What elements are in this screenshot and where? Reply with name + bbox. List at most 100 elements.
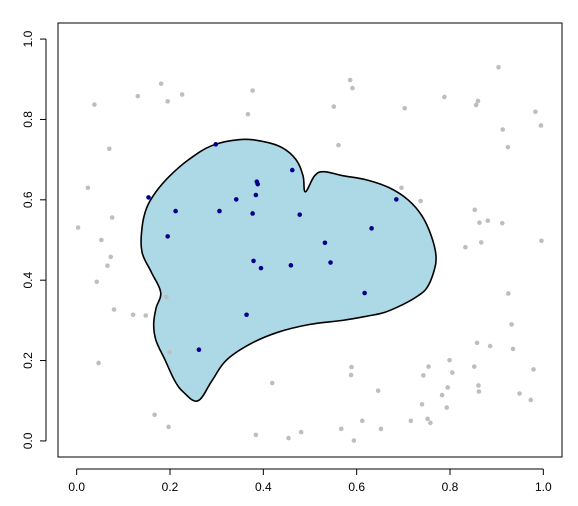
- outside-point: [445, 385, 450, 390]
- inside-point: [146, 195, 151, 200]
- outside-point: [528, 397, 534, 403]
- outside-point: [505, 144, 511, 150]
- outside-point: [92, 102, 97, 107]
- inside-points-series: [146, 142, 399, 353]
- outside-point: [143, 313, 149, 318]
- outside-point: [99, 237, 104, 243]
- y-tick-label: 0.8: [21, 111, 35, 128]
- outside-point: [347, 77, 353, 83]
- outside-point: [425, 416, 430, 422]
- inside-point: [244, 312, 249, 318]
- inside-point: [173, 208, 178, 214]
- outside-point: [439, 392, 445, 398]
- y-tick-label: 0.6: [21, 191, 35, 208]
- outside-point: [533, 109, 538, 115]
- x-tick-label: 0.6: [348, 480, 365, 494]
- plot-frame: [57, 22, 563, 458]
- inside-point: [233, 197, 239, 202]
- outside-point: [474, 340, 480, 346]
- outside-point: [506, 291, 511, 296]
- outside-point: [421, 373, 426, 378]
- heart-shape: [140, 138, 437, 402]
- outside-point: [109, 215, 115, 220]
- inside-point: [394, 197, 399, 202]
- inside-point: [322, 240, 328, 246]
- outside-point: [163, 294, 169, 300]
- outside-point: [130, 312, 136, 318]
- outside-point: [539, 238, 544, 244]
- outside-point: [428, 420, 433, 426]
- outside-point: [375, 388, 381, 393]
- outside-point: [245, 111, 251, 117]
- x-tick-label: 0.2: [162, 480, 179, 494]
- outside-point: [442, 94, 447, 100]
- inside-point: [255, 181, 261, 187]
- outside-point: [96, 360, 101, 366]
- inside-point: [165, 234, 170, 239]
- outside-point: [349, 364, 354, 370]
- inside-point: [213, 142, 219, 147]
- outside-point: [472, 207, 478, 213]
- outside-point: [419, 402, 425, 407]
- outside-point: [111, 307, 117, 312]
- outside-point: [350, 85, 355, 91]
- outside-point: [108, 254, 114, 260]
- outside-point: [509, 322, 514, 327]
- outside-points-series: [75, 64, 544, 443]
- y-axis: 0.0 0.2 0.4 0.6 0.8 1.0: [21, 30, 47, 449]
- outside-point: [253, 432, 259, 438]
- outside-point: [107, 146, 112, 152]
- outside-point: [510, 346, 516, 352]
- inside-point: [217, 208, 222, 214]
- x-tick-label: 0.0: [68, 480, 85, 494]
- outside-point: [399, 185, 404, 191]
- outside-point: [250, 88, 255, 93]
- outside-point: [135, 93, 141, 99]
- outside-point: [402, 105, 408, 111]
- outside-point: [286, 435, 291, 441]
- outside-point: [450, 370, 455, 375]
- x-tick-label: 1.0: [535, 480, 552, 494]
- outside-point: [408, 418, 414, 424]
- inside-point: [362, 290, 367, 296]
- outside-point: [75, 225, 81, 230]
- outside-point: [476, 389, 482, 394]
- inside-point: [369, 226, 374, 231]
- outside-point: [158, 81, 164, 86]
- outside-point: [166, 424, 171, 430]
- y-tick-label: 0.0: [21, 432, 35, 449]
- outside-point: [331, 104, 337, 109]
- outside-point: [447, 357, 452, 363]
- outside-point: [476, 383, 481, 388]
- outside-point: [463, 244, 468, 250]
- outside-point: [351, 438, 357, 443]
- outside-point: [378, 426, 384, 432]
- outside-point: [475, 98, 481, 104]
- outside-point: [496, 64, 501, 70]
- outside-point: [338, 426, 344, 432]
- outside-point: [152, 412, 157, 418]
- outside-point: [485, 218, 491, 224]
- inside-point: [289, 167, 295, 173]
- outside-point: [473, 102, 479, 108]
- outside-point: [165, 99, 170, 104]
- outside-point: [418, 198, 423, 204]
- inside-point: [253, 192, 259, 198]
- inside-point: [250, 211, 255, 216]
- inside-point: [258, 265, 264, 271]
- x-axis: 0.0 0.2 0.4 0.6 0.8 1.0: [68, 468, 552, 494]
- outside-point: [336, 142, 341, 148]
- outside-point: [167, 349, 172, 355]
- outside-point: [269, 380, 275, 386]
- outside-point: [517, 391, 522, 396]
- outside-point: [531, 367, 536, 372]
- outside-point: [444, 405, 450, 410]
- inside-point: [196, 347, 202, 353]
- inside-point: [297, 212, 303, 217]
- outside-point: [538, 123, 544, 128]
- outside-point: [426, 364, 431, 369]
- outside-point: [85, 185, 91, 191]
- outside-point: [105, 263, 110, 269]
- outside-point: [477, 220, 482, 226]
- outside-point: [500, 127, 506, 132]
